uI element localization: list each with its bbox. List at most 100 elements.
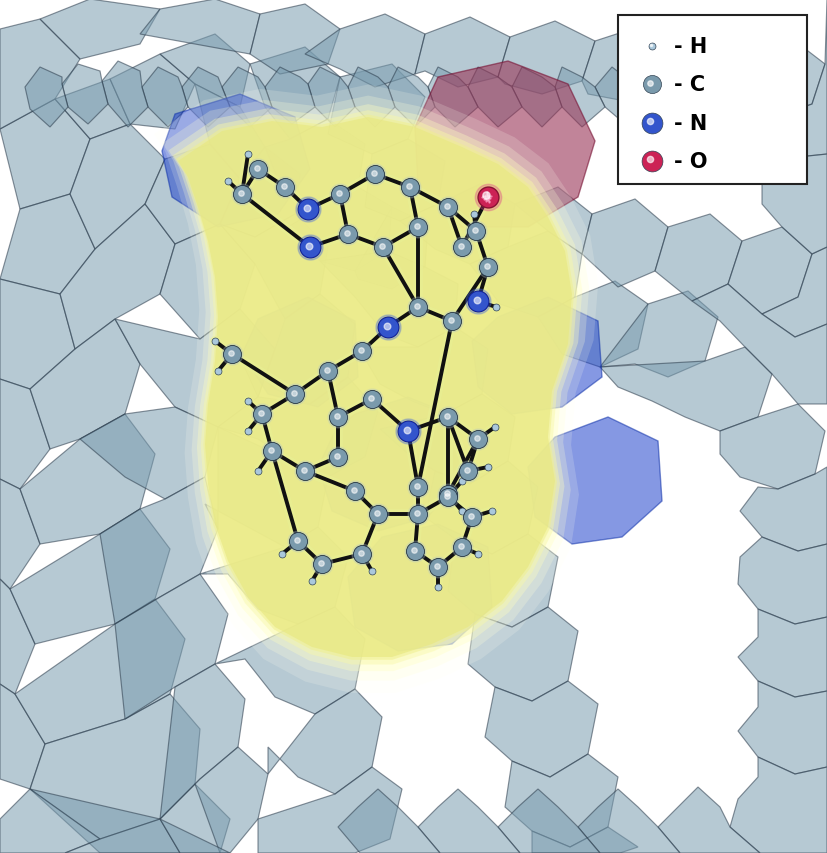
Polygon shape (140, 0, 260, 55)
Polygon shape (20, 415, 155, 544)
Polygon shape (160, 664, 245, 819)
Polygon shape (0, 100, 90, 210)
Polygon shape (25, 68, 68, 128)
Polygon shape (600, 347, 772, 432)
Polygon shape (468, 607, 578, 701)
Polygon shape (30, 784, 230, 853)
Polygon shape (380, 395, 515, 485)
Polygon shape (0, 380, 50, 490)
Polygon shape (195, 85, 265, 180)
Polygon shape (415, 62, 595, 228)
Polygon shape (65, 819, 180, 853)
Polygon shape (220, 148, 300, 238)
Polygon shape (0, 280, 75, 390)
Polygon shape (30, 320, 140, 450)
Polygon shape (10, 509, 170, 644)
Polygon shape (176, 115, 574, 660)
Polygon shape (160, 224, 255, 339)
Polygon shape (448, 534, 558, 627)
Polygon shape (582, 28, 678, 102)
Polygon shape (250, 5, 340, 75)
Polygon shape (268, 689, 382, 794)
Polygon shape (240, 294, 355, 404)
Polygon shape (600, 292, 718, 378)
Polygon shape (200, 527, 348, 624)
Polygon shape (242, 298, 358, 408)
Polygon shape (145, 145, 240, 245)
Polygon shape (498, 22, 595, 95)
Polygon shape (308, 68, 355, 128)
Polygon shape (762, 247, 827, 338)
Polygon shape (220, 215, 328, 320)
Polygon shape (740, 0, 827, 158)
Polygon shape (0, 579, 35, 694)
Polygon shape (102, 62, 148, 128)
Polygon shape (740, 42, 825, 118)
Polygon shape (30, 694, 200, 839)
Polygon shape (70, 125, 165, 250)
Polygon shape (720, 404, 825, 490)
Polygon shape (100, 478, 218, 624)
Polygon shape (762, 154, 827, 255)
Polygon shape (738, 682, 827, 774)
Polygon shape (532, 827, 638, 853)
Polygon shape (205, 427, 328, 548)
Polygon shape (358, 328, 488, 415)
Polygon shape (15, 600, 185, 744)
Polygon shape (515, 188, 592, 255)
Polygon shape (40, 0, 160, 60)
Polygon shape (178, 118, 572, 657)
Polygon shape (638, 68, 700, 128)
Polygon shape (154, 85, 598, 693)
Polygon shape (512, 68, 562, 128)
Polygon shape (338, 789, 440, 853)
Polygon shape (688, 88, 740, 152)
Polygon shape (505, 754, 618, 847)
Polygon shape (215, 607, 365, 714)
Polygon shape (425, 461, 538, 554)
Polygon shape (160, 35, 250, 107)
Polygon shape (195, 747, 268, 853)
Text: - N: - N (674, 113, 707, 133)
Polygon shape (555, 68, 605, 128)
Polygon shape (110, 55, 195, 130)
Polygon shape (222, 68, 272, 128)
Polygon shape (738, 609, 827, 697)
Polygon shape (728, 228, 812, 315)
Polygon shape (318, 397, 462, 531)
Polygon shape (160, 819, 230, 853)
Polygon shape (0, 194, 95, 294)
Polygon shape (173, 111, 577, 664)
Polygon shape (285, 188, 392, 272)
Polygon shape (162, 95, 310, 228)
Polygon shape (169, 105, 582, 671)
Polygon shape (62, 65, 108, 125)
Polygon shape (250, 48, 340, 140)
Polygon shape (470, 232, 582, 317)
Polygon shape (655, 215, 742, 302)
Polygon shape (0, 789, 100, 853)
Polygon shape (142, 68, 188, 128)
Polygon shape (740, 467, 827, 551)
Polygon shape (80, 408, 218, 499)
Polygon shape (472, 298, 602, 415)
Polygon shape (418, 789, 520, 853)
Polygon shape (305, 15, 425, 88)
Text: - H: - H (674, 37, 707, 56)
Polygon shape (115, 574, 228, 719)
Text: - O: - O (674, 152, 708, 171)
Polygon shape (528, 417, 662, 544)
Text: - C: - C (674, 75, 705, 95)
Polygon shape (582, 200, 668, 287)
Polygon shape (0, 684, 45, 789)
Polygon shape (415, 18, 510, 88)
Polygon shape (578, 789, 680, 853)
Polygon shape (400, 185, 515, 264)
Polygon shape (218, 378, 378, 478)
Polygon shape (485, 682, 598, 777)
Polygon shape (115, 310, 275, 427)
Polygon shape (365, 140, 445, 222)
Polygon shape (762, 152, 798, 175)
Polygon shape (738, 537, 827, 624)
Polygon shape (320, 252, 458, 347)
